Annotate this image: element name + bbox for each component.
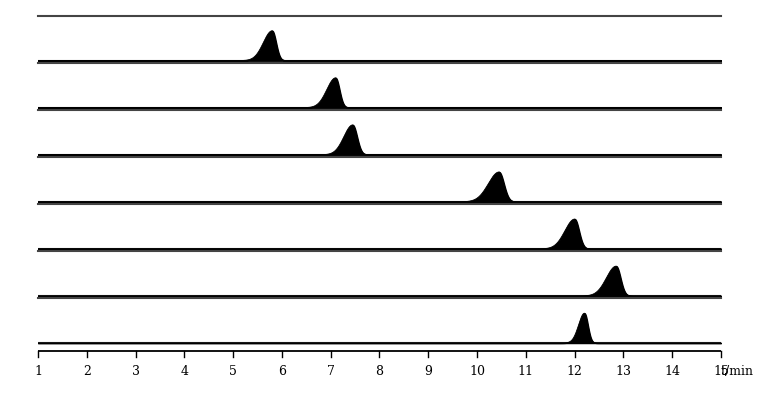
Text: 11: 11 bbox=[518, 366, 534, 378]
Text: 13: 13 bbox=[616, 366, 631, 378]
Text: 5: 5 bbox=[229, 366, 237, 378]
Text: t/min: t/min bbox=[721, 366, 754, 378]
Text: 14: 14 bbox=[664, 366, 680, 378]
Text: 15: 15 bbox=[713, 366, 729, 378]
Text: 3: 3 bbox=[131, 366, 140, 378]
Text: 4: 4 bbox=[181, 366, 188, 378]
Text: 12: 12 bbox=[567, 366, 583, 378]
Text: 1: 1 bbox=[34, 366, 42, 378]
Text: 9: 9 bbox=[424, 366, 432, 378]
Text: 7: 7 bbox=[327, 366, 335, 378]
Text: 2: 2 bbox=[83, 366, 90, 378]
Text: 6: 6 bbox=[278, 366, 286, 378]
Text: 8: 8 bbox=[376, 366, 383, 378]
Text: 10: 10 bbox=[469, 366, 485, 378]
